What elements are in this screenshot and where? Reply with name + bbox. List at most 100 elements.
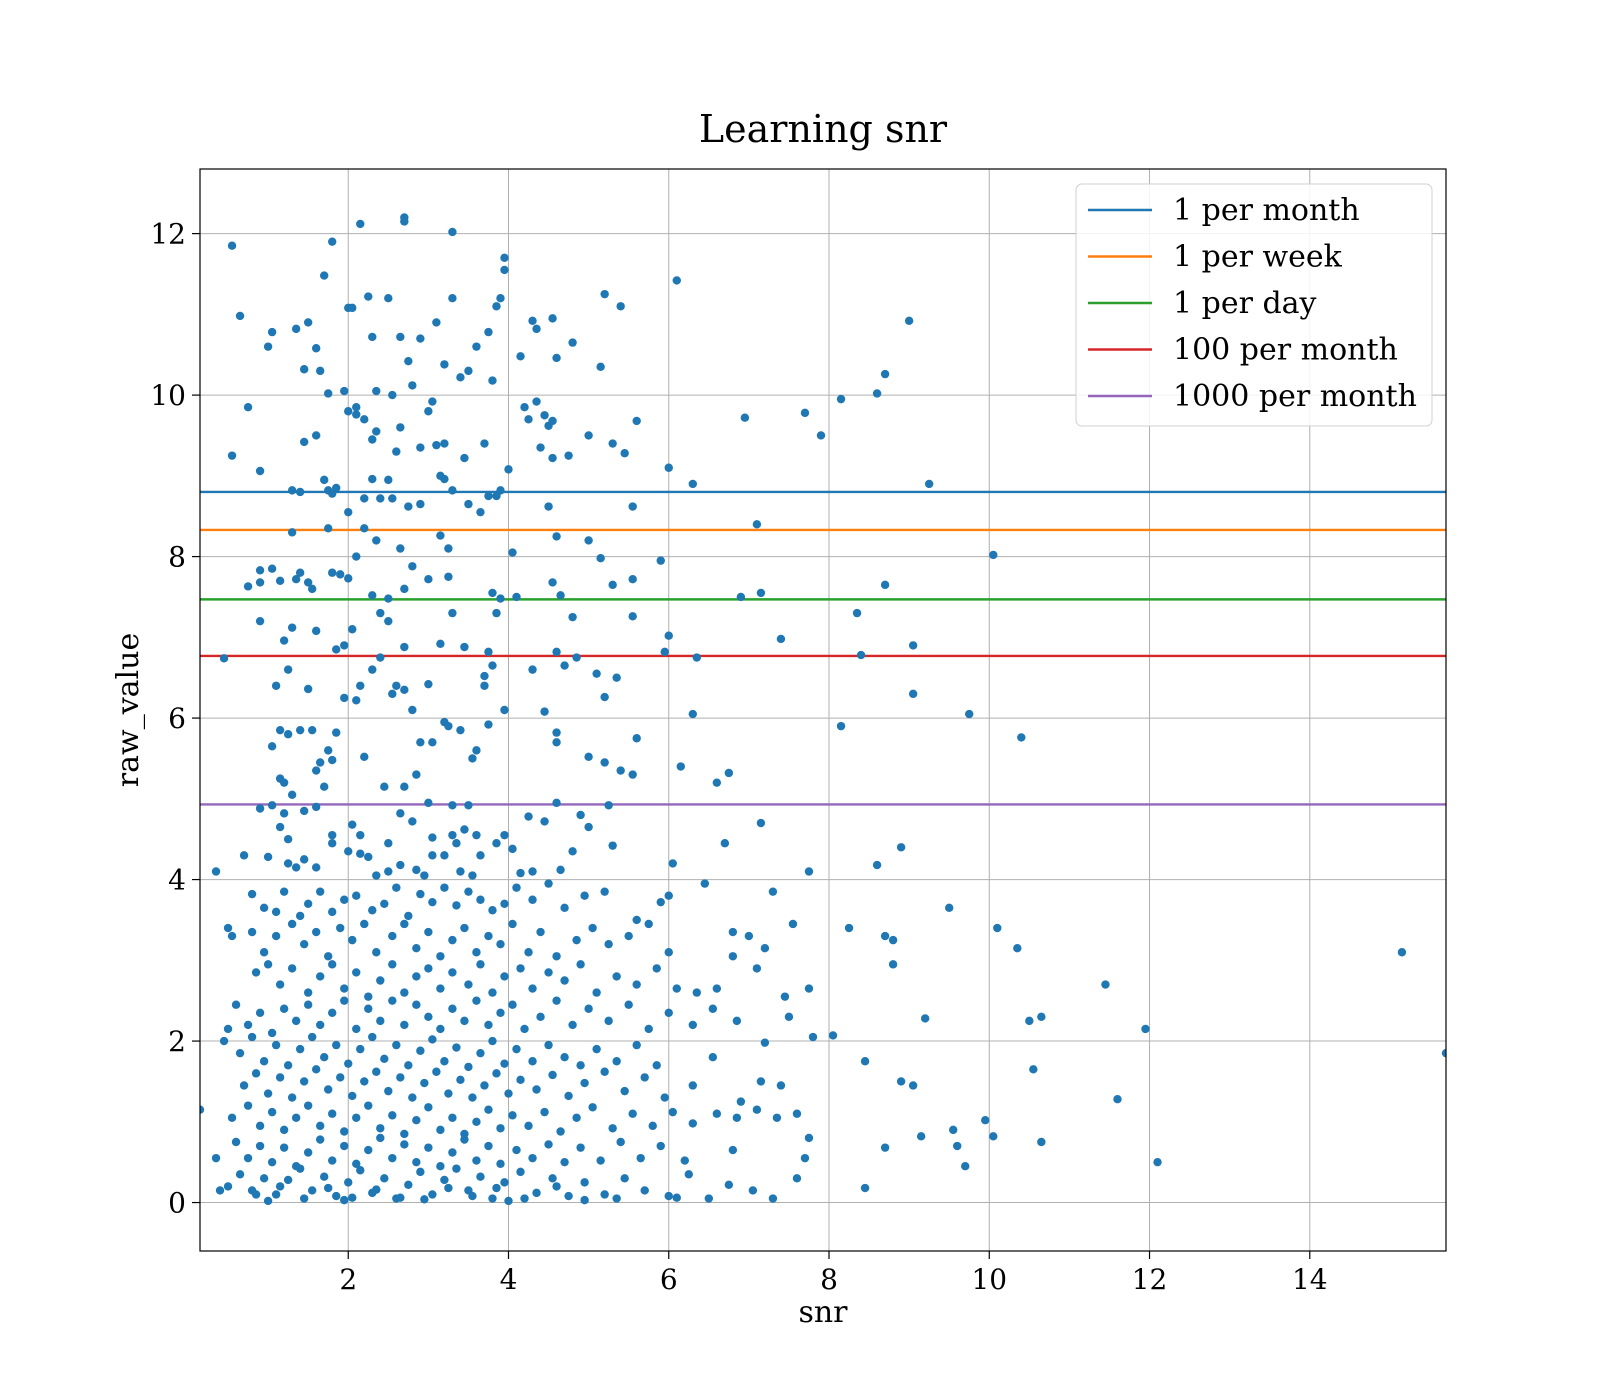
data-point bbox=[684, 1170, 693, 1179]
data-point bbox=[500, 265, 509, 275]
data-point bbox=[287, 486, 297, 495]
data-point bbox=[816, 431, 826, 440]
data-point bbox=[271, 1040, 281, 1050]
y-tick-label: 4 bbox=[168, 864, 186, 897]
data-point bbox=[332, 1191, 341, 1201]
data-point bbox=[436, 1125, 445, 1135]
data-point bbox=[444, 1183, 453, 1193]
data-point bbox=[560, 661, 569, 670]
data-point bbox=[307, 584, 317, 594]
data-point bbox=[400, 1140, 409, 1149]
data-point bbox=[484, 1141, 493, 1151]
data-point bbox=[267, 1157, 277, 1167]
data-point bbox=[400, 584, 409, 594]
data-point bbox=[552, 738, 561, 747]
data-point bbox=[376, 976, 385, 985]
data-point bbox=[556, 591, 565, 600]
data-point bbox=[484, 647, 493, 657]
data-point bbox=[376, 653, 385, 662]
data-point bbox=[989, 1132, 998, 1141]
data-point bbox=[640, 1186, 649, 1195]
data-point bbox=[263, 960, 273, 969]
data-point bbox=[516, 964, 525, 973]
data-point bbox=[728, 1145, 738, 1155]
data-point bbox=[856, 650, 866, 660]
data-point bbox=[464, 366, 473, 376]
data-point bbox=[600, 1067, 609, 1076]
data-point bbox=[724, 768, 734, 778]
data-point bbox=[756, 588, 766, 598]
data-point bbox=[704, 1194, 714, 1203]
data-point bbox=[255, 578, 265, 587]
data-point bbox=[380, 1054, 389, 1064]
data-point bbox=[340, 1127, 349, 1136]
data-point bbox=[440, 1175, 449, 1185]
data-point bbox=[548, 578, 557, 587]
data-point bbox=[408, 381, 417, 390]
data-point bbox=[328, 1109, 337, 1118]
data-point bbox=[368, 474, 377, 484]
data-point bbox=[295, 911, 305, 921]
data-point bbox=[965, 709, 974, 719]
data-point bbox=[664, 463, 673, 472]
data-point bbox=[408, 562, 417, 571]
data-point bbox=[424, 798, 433, 808]
data-point bbox=[444, 544, 453, 553]
data-point bbox=[828, 1031, 838, 1040]
data-point bbox=[468, 1093, 477, 1102]
data-point bbox=[620, 449, 629, 458]
data-point bbox=[328, 1156, 337, 1165]
data-point bbox=[920, 1014, 930, 1023]
data-point bbox=[360, 919, 369, 929]
data-point bbox=[800, 408, 810, 418]
data-point bbox=[259, 1174, 269, 1183]
data-point bbox=[448, 968, 457, 977]
data-point bbox=[624, 931, 633, 941]
data-point bbox=[416, 738, 425, 747]
data-point bbox=[231, 1000, 241, 1009]
data-point bbox=[315, 1020, 325, 1030]
data-point bbox=[916, 1132, 926, 1141]
data-point bbox=[568, 1020, 577, 1030]
data-point bbox=[356, 1166, 365, 1175]
data-point bbox=[568, 847, 577, 856]
data-point bbox=[516, 1075, 525, 1085]
data-point bbox=[400, 1129, 409, 1139]
data-point bbox=[736, 1097, 746, 1106]
data-point bbox=[448, 801, 457, 810]
data-point bbox=[680, 1156, 689, 1165]
data-point bbox=[211, 1153, 221, 1163]
data-point bbox=[600, 887, 609, 896]
data-point bbox=[384, 867, 393, 876]
data-point bbox=[528, 895, 537, 904]
data-point bbox=[628, 770, 637, 779]
data-point bbox=[352, 410, 361, 419]
data-point bbox=[452, 839, 461, 848]
data-point bbox=[484, 491, 493, 501]
data-point bbox=[408, 1093, 417, 1102]
data-point bbox=[424, 964, 433, 973]
data-point bbox=[612, 1194, 621, 1203]
data-point bbox=[632, 980, 641, 989]
data-point bbox=[584, 431, 593, 440]
data-point bbox=[299, 365, 309, 374]
data-point bbox=[319, 1172, 329, 1181]
data-point bbox=[468, 1191, 477, 1201]
data-point bbox=[295, 1044, 305, 1054]
data-point bbox=[348, 820, 357, 829]
data-point bbox=[412, 972, 421, 981]
data-point bbox=[352, 968, 361, 977]
data-point bbox=[295, 568, 305, 577]
data-point bbox=[732, 1113, 742, 1122]
data-point bbox=[464, 1062, 473, 1072]
data-point bbox=[708, 1053, 718, 1062]
data-point bbox=[388, 390, 397, 400]
data-point bbox=[319, 271, 329, 280]
data-point bbox=[772, 1113, 782, 1122]
data-point bbox=[227, 451, 237, 460]
data-point bbox=[808, 1032, 818, 1042]
data-point bbox=[552, 647, 561, 657]
data-point bbox=[880, 580, 890, 590]
x-axis-label: snr bbox=[798, 1295, 848, 1330]
data-point bbox=[436, 952, 445, 961]
